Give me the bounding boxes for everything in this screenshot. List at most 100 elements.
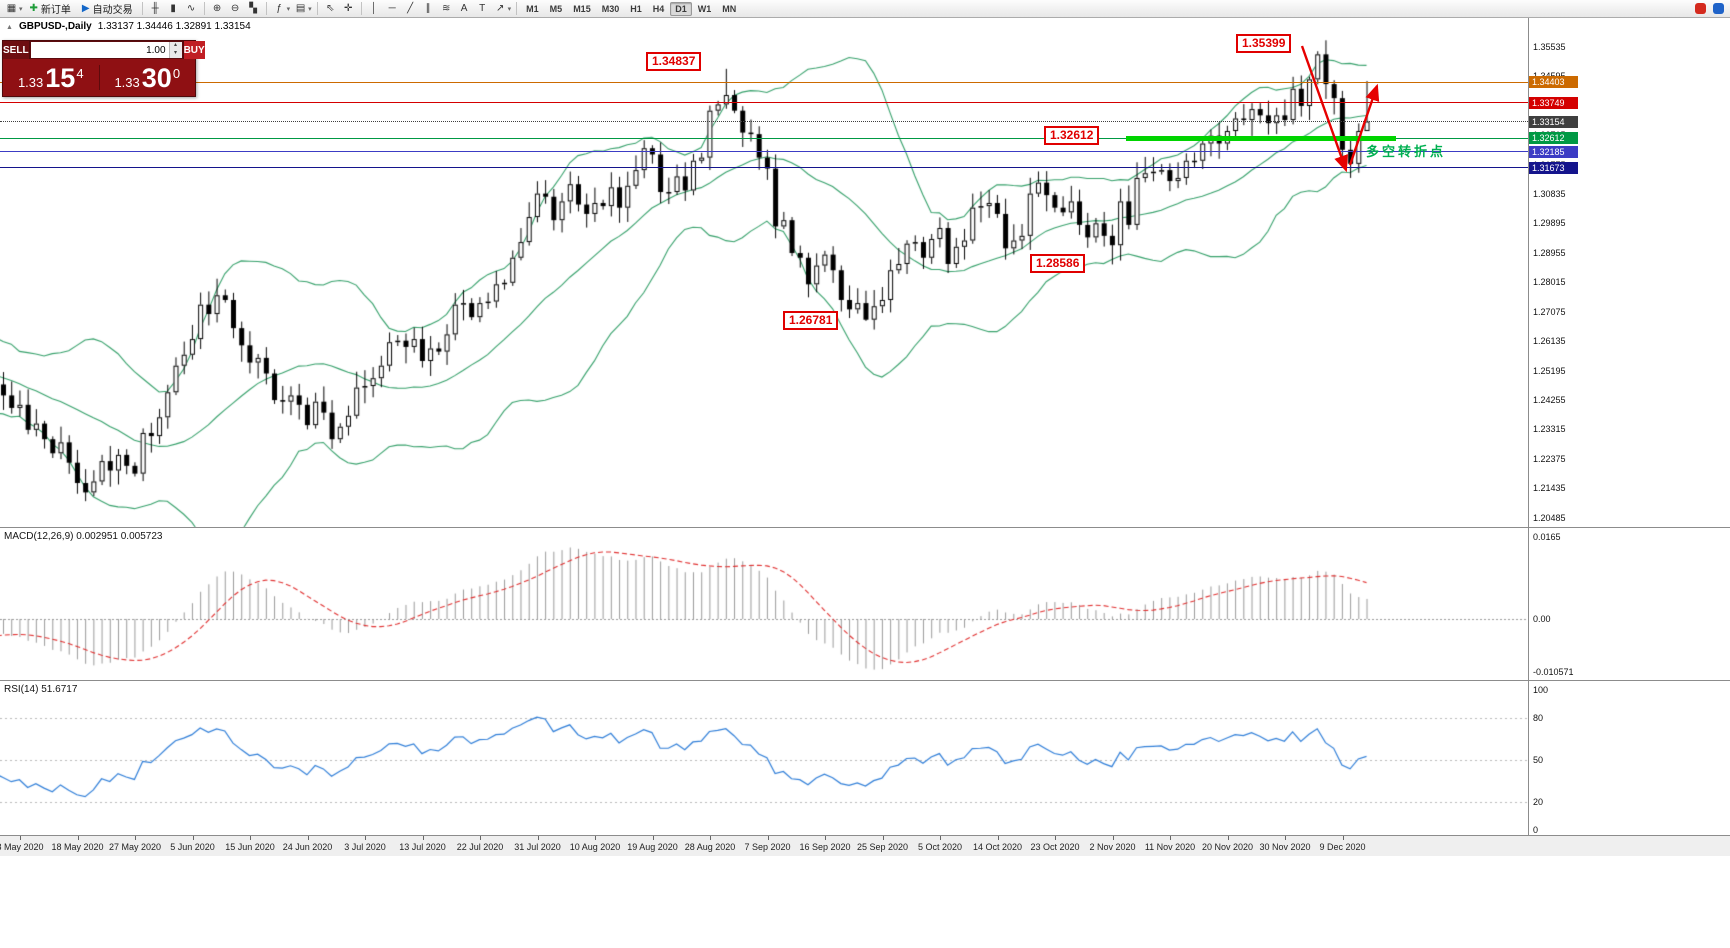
line-chart-icon[interactable]: ∿ — [186, 3, 196, 14]
price-annotation-box[interactable]: 1.32612 — [1044, 126, 1100, 145]
sell-price[interactable]: 1.33 15 4 — [3, 63, 99, 92]
support-level-bold-line[interactable] — [1126, 136, 1396, 142]
volume-stepper: ▴ ▾ — [168, 42, 182, 58]
date-label: 11 Nov 2020 — [1144, 842, 1196, 852]
timeframe-h4[interactable]: H4 — [652, 3, 665, 14]
rsi-scale-label: 0 — [1533, 825, 1539, 835]
timeframe-m15[interactable]: M15 — [573, 3, 591, 14]
date-label: 14 Oct 2020 — [972, 842, 1023, 852]
timeframe-d1[interactable]: D1 — [670, 1, 692, 16]
price-annotation-box[interactable]: 1.28586 — [1030, 254, 1086, 273]
candlestick-chart-icon[interactable]: ▮ — [170, 3, 176, 14]
timeframe-w1[interactable]: W1 — [697, 3, 712, 14]
date-label: 8 May 2020 — [0, 842, 44, 852]
time-tick — [825, 836, 826, 840]
new-chart-icon[interactable]: ▦ — [6, 3, 17, 14]
buy-price[interactable]: 1.33 30 0 — [100, 63, 196, 92]
time-axis[interactable]: 8 May 2020 18 May 2020 27 May 2020 5 Jun 20… — [0, 835, 1730, 856]
toolbar-separator — [360, 2, 362, 15]
price-annotation-box[interactable]: 1.26781 — [783, 311, 839, 330]
price-scale-label: 1.20485 — [1533, 512, 1566, 523]
text-icon[interactable]: A — [460, 3, 468, 14]
templates-dropdown[interactable]: ▾ — [308, 5, 312, 13]
crosshair-icon[interactable]: ✛ — [343, 3, 353, 14]
buy-price-sup: 0 — [172, 66, 181, 81]
timeframe-h1[interactable]: H1 — [630, 3, 642, 14]
sell-price-big: 15 — [45, 63, 76, 93]
label-icon[interactable]: T — [479, 3, 486, 14]
indicators-icon[interactable]: ƒ — [276, 3, 282, 14]
volume-input[interactable] — [30, 42, 169, 58]
price-line-1.33154[interactable] — [0, 121, 1528, 122]
pane-divider[interactable] — [0, 680, 1730, 681]
status-red-icon[interactable] — [1695, 3, 1706, 14]
timeframe-m1[interactable]: M1 — [526, 3, 539, 14]
time-tick — [1227, 836, 1229, 840]
timeframe-m5[interactable]: M5 — [549, 3, 563, 14]
date-label: 23 Oct 2020 — [1030, 842, 1080, 852]
time-tick — [1342, 836, 1344, 840]
price-scale-label: 1.26135 — [1533, 336, 1566, 347]
rsi-indicator-label: RSI(14) 51.6717 — [4, 684, 78, 695]
date-label: 16 Sep 2020 — [799, 842, 851, 852]
turning-point-note[interactable]: 多空转折点 — [1366, 144, 1447, 159]
date-label: 22 Jul 2020 — [456, 842, 504, 852]
date-label: 28 Aug 2020 — [684, 842, 736, 852]
date-label: 9 Dec 2020 — [1319, 842, 1366, 852]
vertical-line-icon[interactable]: │ — [371, 3, 378, 14]
pane-divider[interactable] — [0, 527, 1730, 528]
channel-icon[interactable]: ∥ — [425, 3, 431, 14]
price-line-1.32185[interactable] — [0, 151, 1528, 153]
zoom-out-icon[interactable]: ⊖ — [230, 3, 240, 14]
price-scale-label: 1.24255 — [1533, 394, 1566, 405]
price-annotation-box[interactable]: 1.34837 — [646, 52, 702, 71]
time-tick — [135, 836, 136, 840]
templates-icon[interactable]: ▤ — [295, 3, 306, 14]
macd-scale-label: 0.0165 — [1533, 531, 1561, 542]
price-tag-1.34403: 1.34403 — [1529, 76, 1578, 89]
timeframe-m30[interactable]: M30 — [601, 3, 620, 14]
date-label: 24 Jun 2020 — [282, 842, 333, 852]
arrow-tools-icon[interactable]: ↗ — [495, 3, 505, 14]
trendline-icon[interactable]: ╱ — [407, 3, 414, 14]
rsi-scale-label: 100 — [1533, 685, 1549, 695]
arrow-tools-dropdown[interactable]: ▾ — [507, 5, 512, 13]
horizontal-line-icon[interactable]: ─ — [388, 3, 396, 14]
cursor-icon[interactable]: ⇖ — [325, 3, 335, 14]
price-annotation-box[interactable]: 1.35399 — [1236, 34, 1292, 53]
fibonacci-icon[interactable]: ≋ — [441, 3, 451, 14]
chart-marker-icon: ▲ — [6, 24, 13, 31]
price-line-1.31673[interactable] — [0, 167, 1528, 169]
indicators-dropdown[interactable]: ▾ — [286, 5, 291, 13]
date-label: 13 Jul 2020 — [399, 842, 446, 852]
bar-chart-icon[interactable]: ╫ — [151, 3, 159, 14]
macd-scale-label: 0.00 — [1533, 614, 1551, 624]
timeframe-mn[interactable]: MN — [722, 3, 737, 14]
tile-windows-icon[interactable]: ▚ — [249, 3, 257, 14]
new-order-button-label: 新订单 — [40, 5, 71, 16]
price-line-1.33749[interactable] — [0, 102, 1528, 104]
buy-button[interactable]: BUY — [182, 41, 205, 59]
symbol-period-label: GBPUSD-,Daily — [18, 21, 92, 32]
zoom-in-icon[interactable]: ⊕ — [212, 3, 222, 14]
status-blue-icon[interactable] — [1713, 3, 1724, 14]
new-order-button[interactable]: ✚ 新订单 — [25, 1, 76, 16]
time-tick — [1285, 836, 1286, 840]
price-scale-label: 1.27075 — [1533, 306, 1566, 317]
time-tick — [1170, 836, 1171, 840]
price-line-1.34403[interactable] — [0, 81, 1528, 83]
new-chart-dropdown[interactable]: ▾ — [19, 5, 23, 13]
time-tick — [1055, 836, 1056, 840]
macd-indicator-label: MACD(12,26,9) 0.002951 0.005723 — [4, 531, 163, 542]
price-line-1.32612[interactable] — [0, 137, 1528, 139]
date-label: 25 Sep 2020 — [856, 842, 909, 852]
volume-increase-button[interactable]: ▴ — [169, 42, 182, 50]
volume-decrease-button[interactable]: ▾ — [169, 50, 182, 58]
date-label: 2 Nov 2020 — [1089, 842, 1136, 852]
price-scale-label: 1.21435 — [1533, 483, 1566, 494]
rsi-scale-label: 20 — [1533, 797, 1544, 807]
auto-trading-button[interactable]: ▶ 自动交易 — [77, 1, 138, 16]
date-label: 18 May 2020 — [51, 842, 104, 852]
sell-button[interactable]: SELL — [3, 41, 30, 59]
